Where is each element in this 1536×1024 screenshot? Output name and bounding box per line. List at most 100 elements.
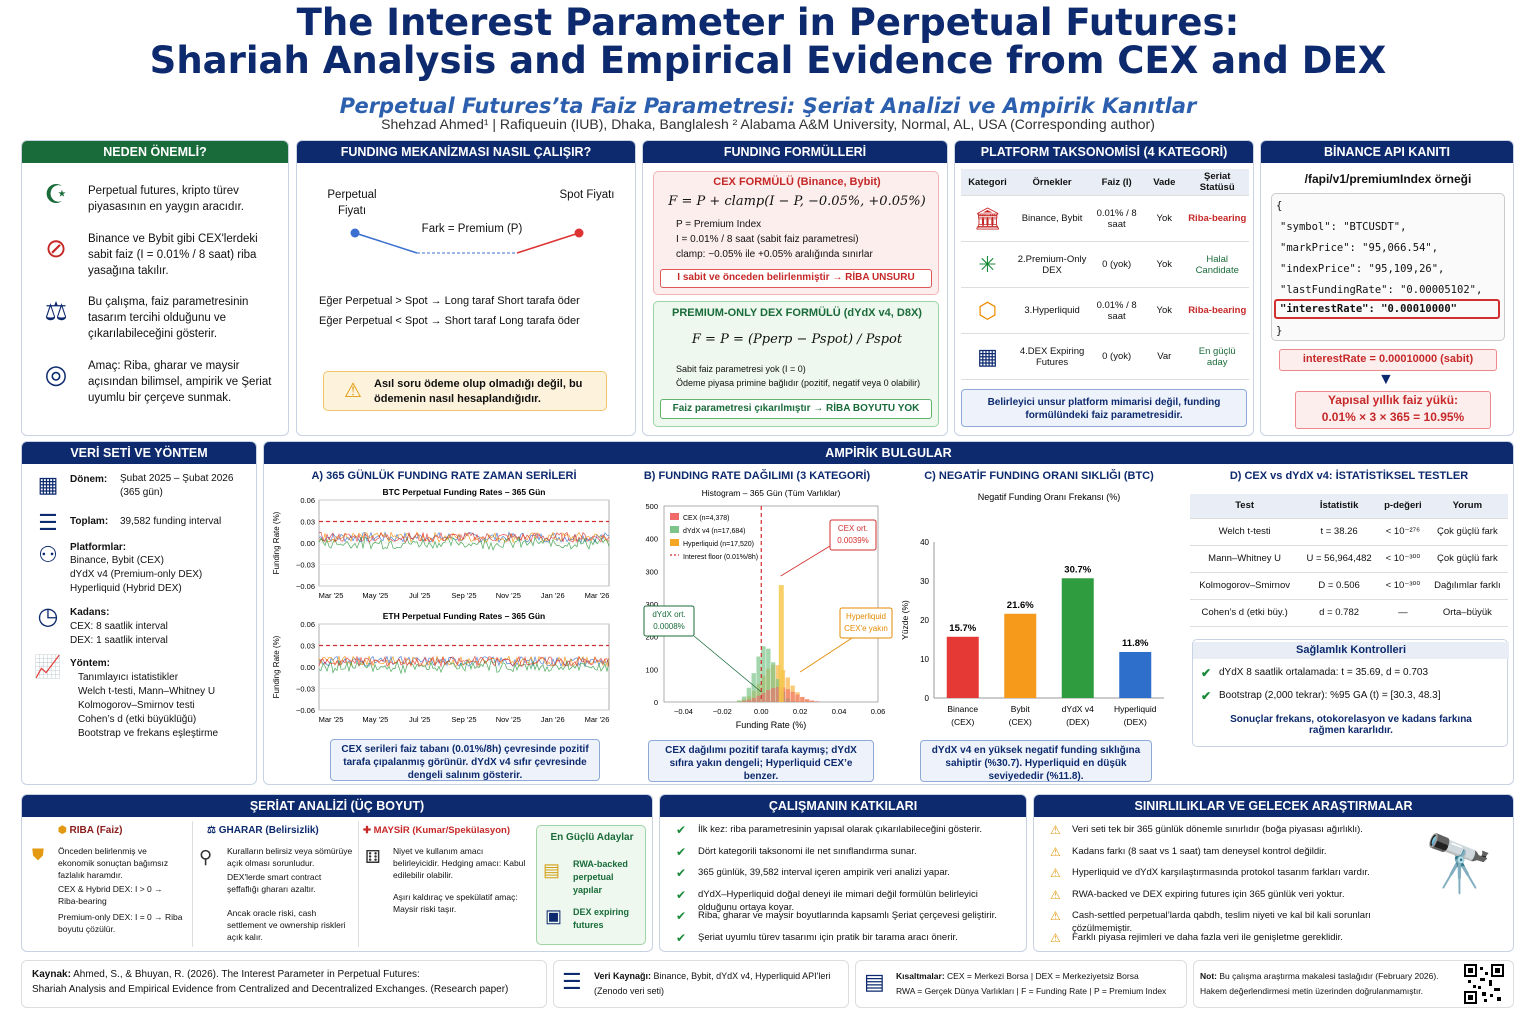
- network-icon: ✳: [961, 241, 1014, 288]
- why-item: Amaç: Riba, gharar ve maysir açısından b…: [88, 360, 272, 404]
- data-title: VERİ SETİ VE YÖNTEM: [22, 442, 256, 464]
- table-row: ⬡ 3.Hyperliquid 0.01% / 8 saat Yok Riba-…: [961, 287, 1249, 334]
- dex-formula-title: PREMIUM-ONLY DEX FORMÜLÜ (dYdX v4, D8X): [672, 307, 922, 319]
- target-icon: ◎: [44, 359, 68, 389]
- taxonomy-note: Belirleyici unsur platform mimarisi deği…: [961, 389, 1247, 427]
- database-icon: ☰: [38, 510, 58, 535]
- cell: Çok güçlü fark: [1426, 545, 1508, 573]
- api-panel: BİNANCE API KANITI /fapi/v1/premiumIndex…: [1260, 140, 1514, 436]
- table-row: Welch t-testi t = 38.26 < 10⁻²⁷⁶ Çok güçlü …: [1190, 518, 1508, 546]
- dice-icon: ⚅: [365, 847, 381, 867]
- x-tick-label: Bybit: [1011, 704, 1031, 714]
- json-line: "lastFundingRate": "0.00005102",: [1280, 284, 1483, 296]
- down-arrow-icon: ▼: [1378, 371, 1394, 388]
- y-tick-label: 0: [925, 694, 930, 703]
- robustness-2: Bootstrap (2,000 tekrar): %95 GA (t) = […: [1219, 690, 1441, 701]
- platform-item: dYdX v4 (Premium-only DEX): [70, 569, 203, 580]
- section-b-title: B) FUNDING RATE DAĞILIMI (3 KATEGORİ): [643, 470, 871, 482]
- total-value: 39,582 funding interval: [120, 516, 222, 527]
- bar: [1004, 613, 1037, 698]
- empirical-panel: AMPİRİK BULGULAR A) 365 GÜNLÜK FUNDING R…: [263, 441, 1514, 785]
- table-row: ✳ 2.Premium-Only DEX 0 (yok) Yok Halal C…: [961, 241, 1249, 288]
- y-tick-label: −0.06: [296, 582, 315, 591]
- robustness-title: Sağlamlık Kontrolleri: [1193, 642, 1509, 659]
- x-tick-label: Mar '26: [585, 591, 610, 600]
- gold-icon: ▤: [543, 860, 561, 880]
- qr-code-icon: [1464, 964, 1504, 1004]
- network-icon: ⚇: [38, 542, 58, 567]
- y-tick-label: 0.03: [300, 642, 315, 651]
- cell: Riba-bearing: [1185, 287, 1249, 334]
- hist-bar-cex: [741, 700, 747, 702]
- cell: 0.01% / 8 saat: [1090, 195, 1144, 242]
- th: Yorum: [1426, 494, 1508, 519]
- y-tick-label: 10: [920, 655, 929, 664]
- x-tick-label: (DEX): [1124, 717, 1147, 727]
- section-c-caption: dYdX v4 en yüksek negatif funding sıklığ…: [920, 740, 1152, 782]
- y-tick-label: 30: [920, 577, 929, 586]
- hist-bar-dydx: [751, 673, 756, 702]
- y-axis-label: Funding Rate (%): [272, 511, 281, 574]
- cell: 4.DEX Expiring Futures: [1013, 333, 1091, 380]
- data-label: 15.7%: [949, 623, 976, 634]
- list-item: Farklı piyasa rejimleri ve daha fazla ve…: [1072, 931, 1343, 943]
- database-icon: ☰: [562, 969, 582, 994]
- series-line: [318, 655, 610, 668]
- mechanism-title: FUNDING MEKANİZMASI NASIL ÇALIŞIR?: [297, 141, 635, 163]
- annotation-dydx: dYdX ort.: [652, 610, 685, 619]
- bank-icon: 🏛: [961, 195, 1014, 242]
- check-icon: ✔: [1201, 689, 1212, 703]
- hist-bar-dydx: [761, 646, 766, 702]
- method-label: Yöntem:: [70, 658, 110, 669]
- th: Kategori: [961, 169, 1014, 196]
- gharar-column: ⚖ GHARAR (Belirsizlik) ⚲ Kuralların beli…: [192, 821, 356, 947]
- y-tick-label: 40: [920, 538, 929, 547]
- y-tick-label: 300: [645, 600, 658, 609]
- bag-icon: ⬢: [58, 825, 70, 836]
- robustness-box: Sağlamlık Kontrolleri ✔ dYdX 8 saatlik o…: [1192, 639, 1509, 747]
- list-item: Dört kategorili taksonomi ile net sınıfl…: [698, 845, 917, 857]
- th: Şeriat Statüsü: [1185, 169, 1249, 196]
- hist-bar-dydx: [771, 662, 776, 702]
- rule-2: Eğer Perpetual < Spot → Short taraf Long…: [319, 315, 580, 327]
- y-tick-label: 20: [920, 616, 929, 625]
- th: Örnekler: [1013, 169, 1091, 196]
- hist-bar-cex: [771, 687, 776, 702]
- cadence-item: CEX: 8 saatlik interval: [70, 621, 168, 632]
- json-line: }: [1276, 325, 1283, 337]
- list-item: RWA-backed ve DEX expiring futures için …: [1072, 888, 1345, 900]
- table-row: ▦ 4.DEX Expiring Futures 0 (yok) Var En …: [961, 333, 1249, 380]
- list-item: Kadans farkı (8 saat vs 1 saat) tam dene…: [1072, 845, 1327, 857]
- annotation-dydx: 0.0008%: [653, 622, 685, 631]
- y-tick-label: 0.06: [300, 496, 315, 505]
- x-tick-label: dYdX v4: [1062, 704, 1094, 714]
- hist-bar-dydx: [756, 656, 761, 702]
- y-tick-label: −0.06: [296, 706, 315, 715]
- prohibited-icon: ⊘: [45, 233, 67, 263]
- footer-source: Kaynak: Ahmed, S., & Bhuyan, R. (2026). …: [21, 960, 547, 1008]
- th: Faiz (I): [1090, 169, 1144, 196]
- why-title: NEDEN ÖNEMLİ?: [22, 141, 288, 163]
- cell: Riba-bearing: [1185, 195, 1249, 242]
- hist-bar-cex: [775, 686, 781, 702]
- taxonomy-title: PLATFORM TAKSONOMİSİ (4 KATEGORİ): [955, 141, 1253, 163]
- api-json: { "symbol": "BTCUSDT", "markPrice": "95,…: [1271, 193, 1505, 341]
- footer-note: Not: Bu çalışma araştırma makalesi tasla…: [1193, 960, 1514, 1008]
- th: p-değeri: [1378, 494, 1427, 519]
- hist-bar-cex: [795, 694, 800, 702]
- poster-title: The Interest Parameter in Perpetual Futu…: [149, 1, 1387, 82]
- x-tick-label: 0.00: [754, 707, 769, 716]
- negative-funding-bar-chart: Negatif Funding Oranı Frekansı (%) 40 30 20…: [900, 492, 1164, 727]
- cell: En güçlü aday: [1185, 333, 1249, 380]
- annotation-hyperliquid: CEX'e yakın: [844, 624, 888, 633]
- maysir-point: Niyet ve kullanım amacı belirleyicidir. …: [393, 846, 526, 880]
- section-c-title: C) NEGATİF FUNDING ORANI SIKLIĞI (BTC): [924, 470, 1154, 482]
- hist-bar-cex: [766, 690, 771, 702]
- x-tick-label: Mar '26: [585, 715, 610, 724]
- cell: U = 56,964,482: [1299, 545, 1379, 573]
- api-title: BİNANCE API KANITI: [1261, 141, 1513, 163]
- check-icon: ✔: [1201, 666, 1212, 680]
- check-icon: ✔: [676, 909, 687, 923]
- chart-title: ETH Perpetual Funding Rates – 365 Gün: [383, 611, 545, 621]
- list-item: Riba, gharar ve maysir boyutlarında kaps…: [698, 910, 997, 921]
